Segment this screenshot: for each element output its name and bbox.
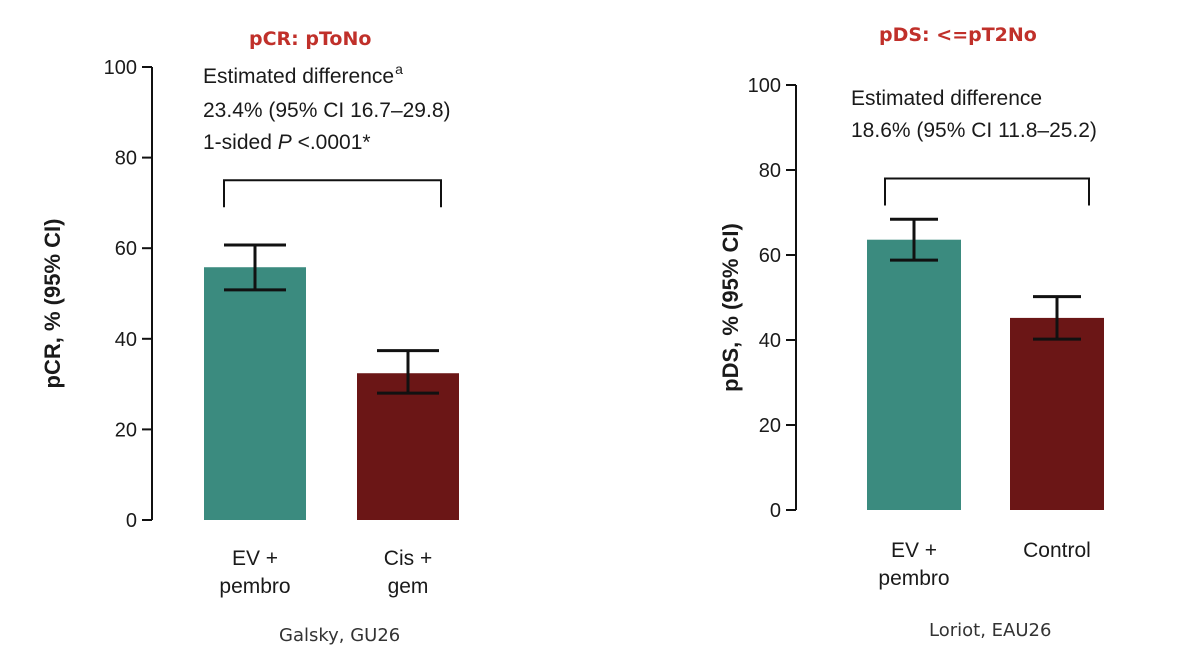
chart-0-y-tick-label: 100 bbox=[104, 57, 137, 79]
chart-1-comparison-bracket bbox=[884, 177, 1090, 206]
chart-0-error-bar bbox=[224, 243, 286, 292]
chart-0-bar bbox=[204, 267, 306, 520]
chart-1-annotation-line2: 18.6% (95% CI 11.8–25.2) bbox=[851, 119, 1097, 142]
chart-0-annotation-superscript: a bbox=[395, 61, 403, 77]
chart-title-pds: pDS: <=pT2No bbox=[879, 24, 1037, 46]
chart-1-bar bbox=[867, 239, 961, 510]
chart-1-category-label: EV + bbox=[891, 539, 937, 562]
chart-0-y-tick-label: 80 bbox=[115, 148, 137, 170]
chart-0-error-bar bbox=[377, 349, 439, 395]
chart-0-category-label: EV + bbox=[232, 547, 278, 570]
chart-1-error-bar bbox=[890, 217, 938, 262]
chart-0-bar bbox=[357, 373, 459, 520]
chart-1-annotation-line1: Estimated difference bbox=[851, 87, 1042, 110]
chart-1-y-tick-label: 80 bbox=[759, 160, 781, 182]
chart-1-y-axis-label: pDS, % (95% CI) bbox=[718, 223, 743, 392]
source-label-pcr: Galsky, GU26 bbox=[279, 625, 401, 646]
chart-1-y-tick-label: 100 bbox=[748, 75, 781, 97]
chart-0-category-label: Cis + bbox=[384, 547, 432, 570]
chart-0-comparison-bracket bbox=[223, 179, 442, 208]
chart-0-y-axis-label: pCR, % (95% CI) bbox=[40, 219, 65, 389]
chart-0-y-tick-label: 20 bbox=[115, 419, 137, 441]
source-label-pds: Loriot, EAU26 bbox=[929, 620, 1052, 641]
chart-1-y-tick-label: 60 bbox=[759, 245, 781, 267]
chart-0-annotation-pvalue-part: 1-sided bbox=[203, 131, 278, 154]
chart-1-y-tick-label: 20 bbox=[759, 415, 781, 437]
chart-1-error-bar bbox=[1033, 295, 1081, 341]
chart-0-annotation-line3: 1-sided P <.0001* bbox=[203, 131, 371, 154]
chart-0-y-tick-label: 40 bbox=[115, 329, 137, 351]
chart-1-category-label: Control bbox=[1023, 539, 1091, 562]
chart-0-category-label: gem bbox=[388, 575, 429, 598]
chart-1-bar bbox=[1010, 317, 1104, 510]
chart-0-annotation-pvalue-part: <.0001* bbox=[292, 131, 371, 154]
chart-1-category-label: pembro bbox=[878, 567, 949, 590]
chart-0-annotation-line1: Estimated difference bbox=[203, 65, 394, 88]
chart-1-y-tick-label: 40 bbox=[759, 330, 781, 352]
chart-0-y-tick-label: 0 bbox=[126, 510, 137, 532]
chart-0-annotation-pvalue-part: P bbox=[278, 131, 292, 154]
chart-1-y-tick-label: 0 bbox=[770, 500, 781, 522]
chart-title-pcr: pCR: pToNo bbox=[249, 28, 372, 50]
chart-0-annotation-line2: 23.4% (95% CI 16.7–29.8) bbox=[203, 99, 451, 122]
chart-0-category-label: pembro bbox=[219, 575, 290, 598]
chart-0-y-tick-label: 60 bbox=[115, 238, 137, 260]
